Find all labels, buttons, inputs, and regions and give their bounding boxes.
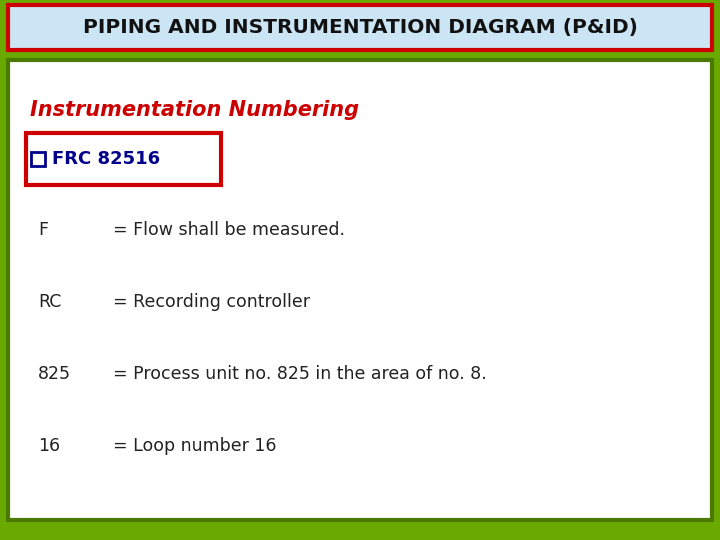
Text: = Flow shall be measured.: = Flow shall be measured. — [113, 221, 345, 239]
Bar — [8, 5, 712, 50]
Text: 825: 825 — [38, 365, 71, 383]
Text: = Loop number 16: = Loop number 16 — [113, 437, 276, 455]
Text: PIPING AND INSTRUMENTATION DIAGRAM (P&ID): PIPING AND INSTRUMENTATION DIAGRAM (P&ID… — [83, 18, 637, 37]
Text: RC: RC — [38, 293, 61, 311]
Text: = Process unit no. 825 in the area of no. 8.: = Process unit no. 825 in the area of no… — [113, 365, 487, 383]
Text: FRC 82516: FRC 82516 — [52, 150, 160, 168]
Bar — [26, 133, 221, 185]
Bar — [8, 60, 712, 520]
Text: = Recording controller: = Recording controller — [113, 293, 310, 311]
Text: F: F — [38, 221, 48, 239]
Text: 16: 16 — [38, 437, 60, 455]
Bar — [31, 152, 45, 166]
Text: Instrumentation Numbering: Instrumentation Numbering — [30, 100, 359, 120]
